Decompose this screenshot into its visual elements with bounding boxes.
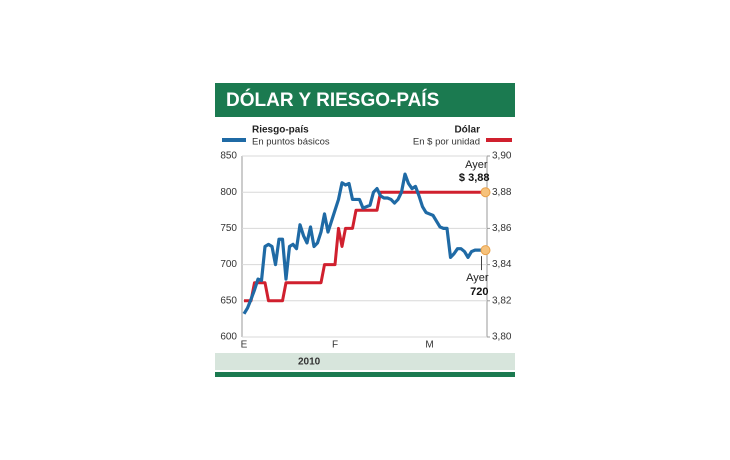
x-band [215, 353, 515, 370]
end-point [480, 187, 491, 198]
y2-tick-label: 3,88 [492, 187, 512, 198]
legend-note: En puntos básicos [252, 137, 330, 148]
annotation: Ayer [465, 159, 488, 171]
x-tick-label: M [425, 340, 433, 351]
y2-tick-label: 3,86 [492, 223, 512, 234]
y-tick-label: 650 [220, 295, 237, 306]
end-point [480, 245, 491, 256]
legend-label: Riesgo-país [252, 125, 309, 136]
y-tick-label: 800 [220, 187, 237, 198]
annotation: Ayer [466, 272, 489, 284]
y-tick-label: 600 [220, 332, 237, 343]
y-tick-label: 700 [220, 259, 237, 270]
y2-tick-label: 3,80 [492, 332, 512, 343]
title-bar [215, 83, 515, 117]
x-tick-label: E [241, 340, 248, 351]
bottom-bar [215, 372, 515, 377]
annotation: 720 [470, 286, 488, 298]
legend-note: En $ por unidad [413, 137, 480, 148]
y2-tick-label: 3,90 [492, 151, 512, 162]
y2-tick-label: 3,84 [492, 259, 512, 270]
chart-title: DÓLAR Y RIESGO-PAÍS [226, 89, 439, 111]
x-axis-label: 2010 [298, 357, 321, 368]
legend-label: Dólar [454, 125, 480, 136]
y-tick-label: 850 [220, 151, 237, 162]
y-tick-label: 750 [220, 223, 237, 234]
y2-tick-label: 3,82 [492, 295, 512, 306]
series-line [242, 172, 486, 315]
series-line [244, 190, 486, 303]
annotation: $ 3,88 [459, 172, 490, 184]
x-tick-label: F [332, 340, 338, 351]
